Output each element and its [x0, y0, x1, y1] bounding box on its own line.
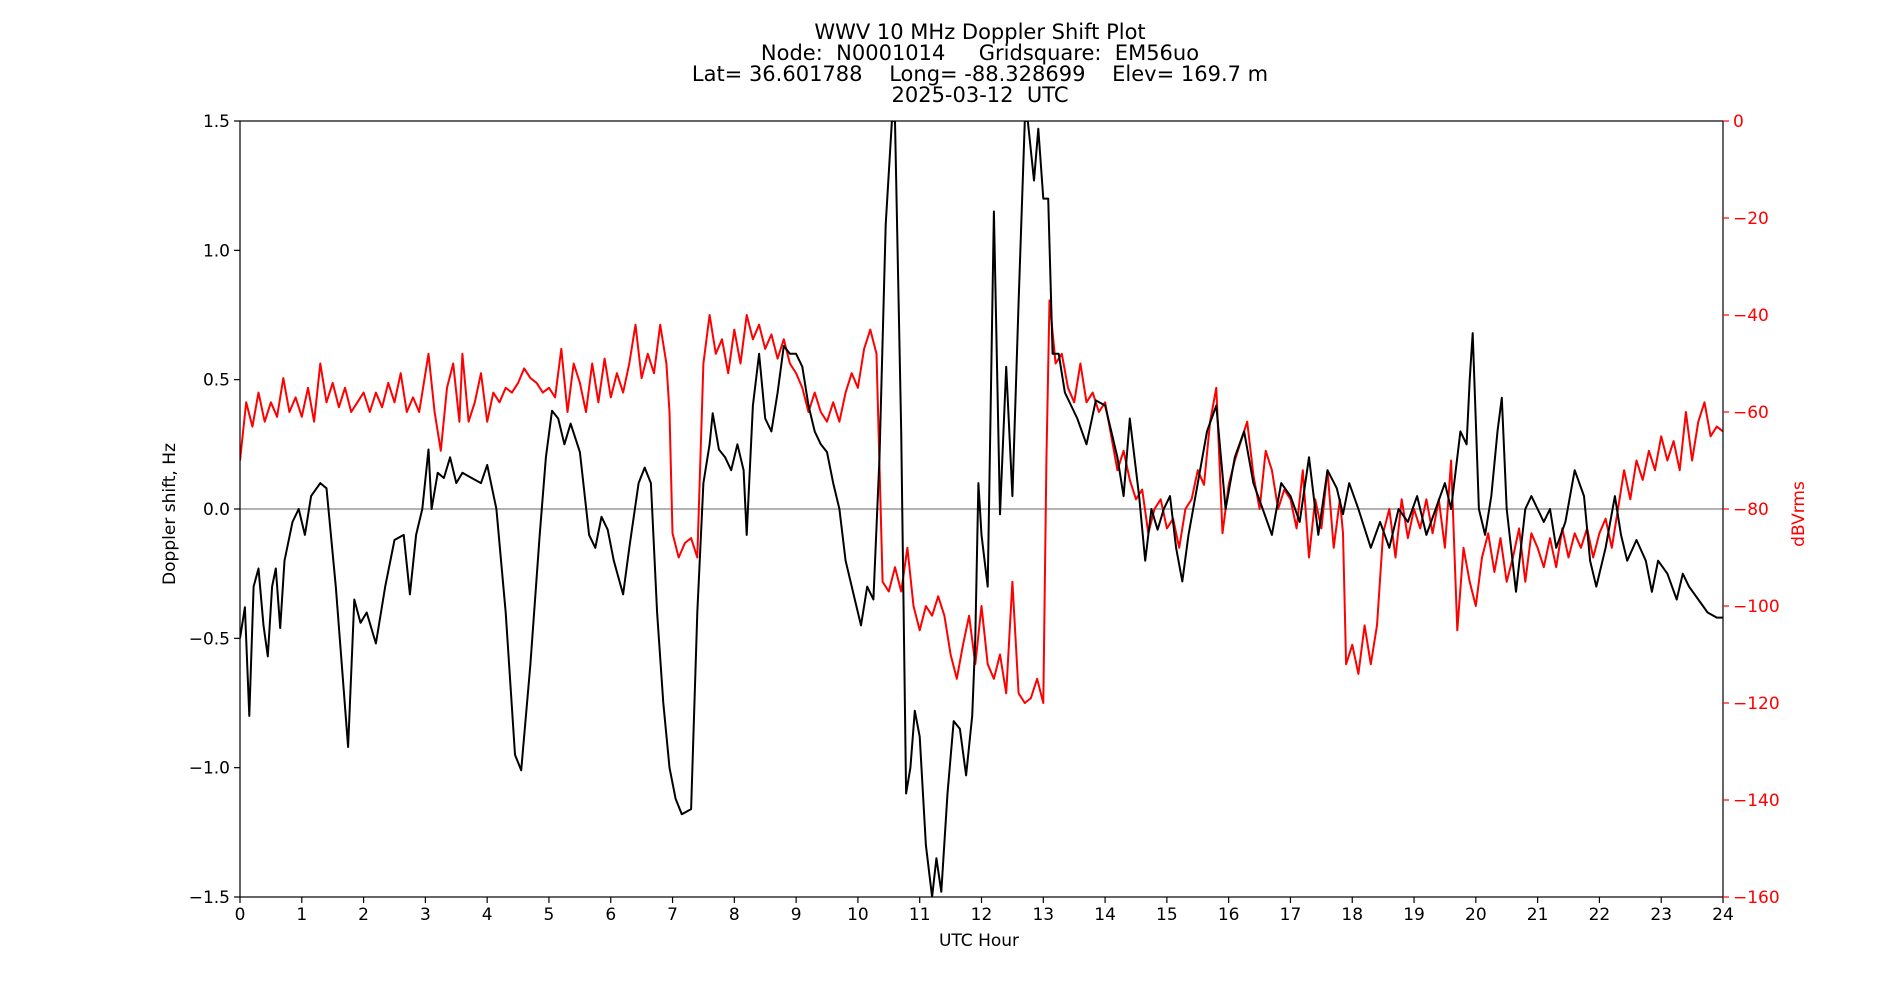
y2-tick-label: −60 — [1733, 403, 1769, 423]
x-tick-label: 23 — [1650, 905, 1672, 925]
y-axis-label: Doppler shift, Hz — [160, 443, 180, 585]
x-tick-label: 22 — [1589, 905, 1611, 925]
title-line-3: Lat= 36.601788 Long= -88.328699 Elev= 16… — [691, 62, 1269, 86]
title-line-2: Node: N0001014 Gridsquare: EM56uo — [760, 41, 1200, 65]
y2-tick-label: −40 — [1733, 306, 1769, 326]
y-tick-label: −1.0 — [189, 759, 230, 779]
y-tick-label: 0.0 — [203, 500, 230, 520]
x-tick-label: 18 — [1341, 905, 1363, 925]
x-tick-label: 14 — [1094, 905, 1116, 925]
x-tick-label: 24 — [1712, 905, 1734, 925]
x-tick-label: 8 — [729, 905, 740, 925]
power-series-line — [240, 299, 1723, 704]
y2-tick-label: −120 — [1733, 694, 1780, 714]
x-tick-label: 2 — [358, 905, 369, 925]
x-tick-label: 21 — [1527, 905, 1549, 925]
x-tick-label: 13 — [1032, 905, 1054, 925]
y-axis-left: −1.5 −1.0 −0.5 0.0 0.5 1.0 1.5 — [189, 112, 240, 908]
x-tick-label: 12 — [971, 905, 993, 925]
x-tick-label: 5 — [544, 905, 555, 925]
y2-tick-label: −20 — [1733, 209, 1769, 229]
x-tick-label: 15 — [1156, 905, 1178, 925]
x-tick-label: 0 — [235, 905, 246, 925]
y2-tick-label: −100 — [1733, 597, 1780, 617]
y-tick-label: 0.5 — [203, 371, 230, 391]
chart-title: WWV 10 MHz Doppler Shift Plot Node: N000… — [0, 22, 1900, 106]
x-tick-label: 3 — [420, 905, 431, 925]
y-axis-right: −160 −140 −120 −100 −80 −60 −40 −20 0 — [1723, 112, 1780, 908]
x-tick-label: 17 — [1280, 905, 1302, 925]
x-tick-label: 11 — [909, 905, 931, 925]
x-tick-label: 19 — [1403, 905, 1425, 925]
y2-tick-label: −80 — [1733, 500, 1769, 520]
y2-tick-label: 0 — [1733, 112, 1744, 132]
x-axis-label: UTC Hour — [939, 931, 1019, 951]
x-tick-label: 9 — [791, 905, 802, 925]
y2-tick-label: −160 — [1733, 888, 1780, 908]
doppler-series-line — [240, 121, 1723, 897]
title-line-1: WWV 10 MHz Doppler Shift Plot — [814, 20, 1146, 44]
y-tick-label: −0.5 — [189, 629, 230, 649]
x-tick-label: 7 — [667, 905, 678, 925]
x-axis: 0 1 2 3 4 5 6 7 8 9 10 11 12 13 14 15 16 17 18 19 20 21 22 23 24 — [235, 897, 1734, 925]
y-tick-label: −1.5 — [189, 888, 230, 908]
x-tick-label: 20 — [1465, 905, 1487, 925]
y2-axis-label: dBVrms — [1789, 481, 1809, 547]
title-line-4: 2025-03-12 UTC — [891, 83, 1069, 107]
x-tick-label: 1 — [296, 905, 307, 925]
y-tick-label: 1.0 — [203, 241, 230, 261]
y2-tick-label: −140 — [1733, 791, 1780, 811]
x-tick-label: 6 — [605, 905, 616, 925]
x-tick-label: 10 — [847, 905, 869, 925]
x-tick-label: 16 — [1218, 905, 1240, 925]
x-tick-label: 4 — [482, 905, 493, 925]
series-layer — [240, 121, 1723, 897]
y-tick-label: 1.5 — [203, 112, 230, 132]
